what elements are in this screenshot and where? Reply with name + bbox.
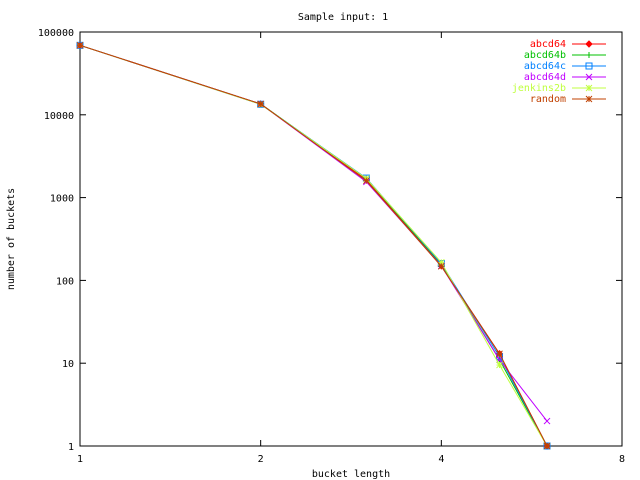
legend-marker (585, 40, 593, 48)
series-random (76, 41, 551, 450)
data-point (543, 417, 551, 425)
y-tick-label: 100000 (38, 28, 74, 39)
series-line-random (79, 44, 548, 447)
chart-title: Sample input: 1 (298, 12, 388, 23)
legend-label: abcd64b (524, 50, 566, 61)
x-tick-label: 8 (619, 454, 625, 465)
series-line-abcd64c (79, 44, 548, 447)
legend-item-jenkins2b: jenkins2b (512, 83, 606, 94)
series-abcd64c (76, 41, 551, 450)
legend-marker (585, 73, 593, 81)
data-point (437, 262, 445, 270)
plot-frame (79, 31, 623, 447)
legend-item-random: random (530, 94, 606, 105)
series-line-abcd64 (79, 44, 548, 447)
legend-marker (586, 52, 592, 58)
series-layer (76, 41, 551, 450)
legend-item-abcd64c: abcd64c (524, 61, 606, 72)
legend-label: abcd64 (530, 39, 566, 50)
legend-label: random (530, 94, 566, 105)
legend-item-abcd64b: abcd64b (524, 50, 606, 61)
y-tick-label: 10 (62, 359, 74, 370)
legend-marker (585, 62, 593, 70)
y-tick-label: 100 (56, 276, 74, 287)
data-point (257, 100, 265, 108)
y-axis-label: number of buckets (6, 188, 17, 290)
y-tick-label: 1000 (50, 194, 74, 205)
legend-item-abcd64: abcd64 (530, 39, 606, 50)
x-tick-label: 2 (258, 454, 264, 465)
legend-marker (585, 95, 593, 103)
legend-marker (585, 84, 593, 92)
x-axis-label: bucket length (312, 469, 390, 480)
data-point (76, 41, 84, 49)
series-line-abcd64d (79, 44, 548, 422)
series-abcd64b (77, 42, 551, 449)
series-jenkins2b (76, 41, 551, 450)
legend: abcd64abcd64babcd64cabcd64djenkins2brand… (512, 39, 606, 105)
data-point (496, 361, 503, 369)
y-tick-label: 1 (68, 442, 74, 453)
legend-item-abcd64d: abcd64d (524, 72, 606, 83)
data-point (543, 442, 551, 450)
series-abcd64 (76, 41, 551, 450)
data-point (496, 350, 503, 358)
legend-label: abcd64d (524, 72, 566, 83)
legend-label: abcd64c (524, 61, 566, 72)
data-point (362, 177, 370, 185)
series-line-jenkins2b (79, 44, 548, 447)
series-line-abcd64b (79, 44, 548, 447)
axis-ticks: 1 2 4 8 1 10 100 1000 10000 100000 (38, 28, 625, 465)
x-tick-label: 1 (77, 454, 83, 465)
x-tick-label: 4 (438, 454, 444, 465)
series-abcd64d (76, 41, 551, 425)
y-tick-label: 10000 (44, 111, 74, 122)
legend-label: jenkins2b (512, 83, 566, 94)
